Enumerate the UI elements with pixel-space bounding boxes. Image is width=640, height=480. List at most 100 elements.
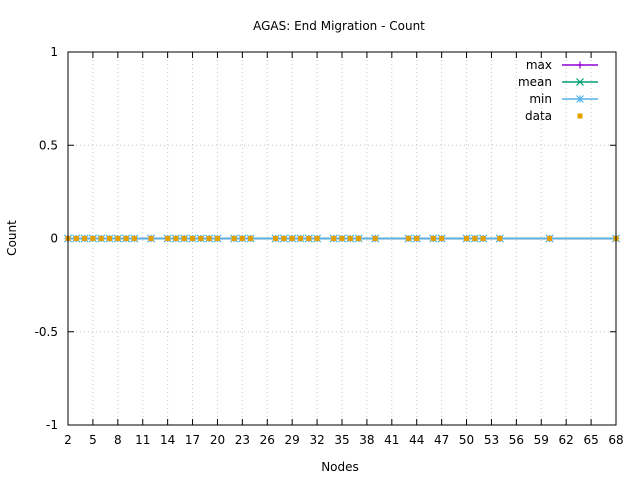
- x-tick-label: 17: [185, 433, 200, 447]
- marker-stroke: [314, 236, 320, 241]
- data-point-data: [82, 236, 88, 241]
- x-tick-label: 29: [285, 433, 300, 447]
- x-tick-label: 56: [509, 433, 524, 447]
- data-point-data: [73, 236, 79, 241]
- x-tick-label: 8: [114, 433, 122, 447]
- marker-stroke: [414, 236, 420, 241]
- data-point-data: [107, 236, 113, 241]
- marker-stroke: [148, 236, 154, 241]
- x-tick-label: 38: [359, 433, 374, 447]
- marker-stroke: [107, 236, 113, 241]
- y-axis-label: Count: [5, 220, 19, 256]
- marker-stroke: [82, 236, 88, 241]
- data-point-data: [231, 236, 237, 241]
- data-point-data: [405, 236, 411, 241]
- legend-marker-mean: [576, 78, 584, 86]
- marker-stroke: [576, 95, 584, 103]
- marker-stroke: [339, 236, 345, 241]
- data-point-data: [430, 236, 436, 241]
- marker-stroke: [577, 113, 583, 119]
- marker-stroke: [576, 78, 584, 86]
- x-tick-label: 26: [260, 433, 275, 447]
- marker-stroke: [281, 236, 287, 241]
- data-point-data: [472, 236, 478, 241]
- marker-stroke: [181, 236, 187, 241]
- marker-stroke: [248, 236, 254, 241]
- data-point-data: [414, 236, 420, 241]
- x-tick-label: 35: [334, 433, 349, 447]
- x-tick-label: 44: [409, 433, 424, 447]
- x-tick-label: 53: [484, 433, 499, 447]
- data-point-data: [480, 236, 486, 241]
- y-tick-label: -1: [46, 418, 58, 432]
- x-tick-label: 59: [534, 433, 549, 447]
- chart-title: AGAS: End Migration - Count: [253, 19, 425, 33]
- marker-stroke: [306, 236, 312, 241]
- marker-stroke: [331, 236, 337, 241]
- marker-stroke: [430, 236, 436, 241]
- data-point-data: [547, 236, 553, 241]
- legend-marker-min: [576, 95, 584, 103]
- legend-marker-data: [577, 113, 583, 119]
- x-tick-label: 23: [235, 433, 250, 447]
- marker-stroke: [98, 236, 104, 241]
- axis-ticks: 2 5 8 11 14 17 20 23 26 29 32 35 38 41 44 47 50 53 56 59 62 6…: [35, 45, 624, 447]
- data-point-data: [314, 236, 320, 241]
- marker-stroke: [472, 236, 478, 241]
- data-point-data: [148, 236, 154, 241]
- y-tick-label: 1: [50, 45, 58, 59]
- data-point-data: [131, 236, 137, 241]
- series-data: [65, 236, 619, 241]
- y-tick-label: -0.5: [35, 325, 58, 339]
- legend-marker-max: [576, 61, 584, 69]
- x-tick-label: 62: [559, 433, 574, 447]
- data-point-data: [464, 236, 470, 241]
- data-point-data: [289, 236, 295, 241]
- x-tick-label: 32: [309, 433, 324, 447]
- y-tick-label: 0: [50, 232, 58, 246]
- marker-stroke: [198, 236, 204, 241]
- marker-stroke: [231, 236, 237, 241]
- x-tick-label: 47: [434, 433, 449, 447]
- marker-stroke: [356, 236, 362, 241]
- marker-stroke: [73, 236, 79, 241]
- data-point-data: [439, 236, 445, 241]
- x-tick-label: 20: [210, 433, 225, 447]
- data-point-data: [347, 236, 353, 241]
- x-tick-label: 41: [384, 433, 399, 447]
- data-point-data: [297, 236, 303, 241]
- plot-frame: [67, 51, 617, 426]
- data-point-data: [98, 236, 104, 241]
- data-point-data: [190, 236, 196, 241]
- data-point-data: [165, 236, 171, 241]
- marker-stroke: [497, 236, 503, 241]
- data-point-data: [181, 236, 187, 241]
- marker-stroke: [115, 236, 121, 241]
- marker-stroke: [165, 236, 171, 241]
- marker-stroke: [214, 236, 220, 241]
- x-tick-label: 2: [64, 433, 72, 447]
- data-point-data: [497, 236, 503, 241]
- marker-stroke: [439, 236, 445, 241]
- data-point-data: [198, 236, 204, 241]
- data-point-data: [123, 236, 129, 241]
- x-tick-label: 11: [135, 433, 150, 447]
- legend-label-min: min: [529, 92, 552, 106]
- marker-stroke: [123, 236, 129, 241]
- legend-label-mean: mean: [518, 75, 552, 89]
- data-point-data: [90, 236, 96, 241]
- data-point-data: [372, 236, 378, 241]
- marker-stroke: [405, 236, 411, 241]
- x-tick-label: 14: [160, 433, 175, 447]
- data-point-data: [306, 236, 312, 241]
- data-point-data: [331, 236, 337, 241]
- marker-stroke: [273, 236, 279, 241]
- data-point-data: [281, 236, 287, 241]
- x-tick-label: 65: [583, 433, 598, 447]
- y-tick-label: 0.5: [39, 138, 58, 152]
- marker-stroke: [190, 236, 196, 241]
- data-point-data: [206, 236, 212, 241]
- plot-series: [64, 234, 620, 243]
- data-point-data: [273, 236, 279, 241]
